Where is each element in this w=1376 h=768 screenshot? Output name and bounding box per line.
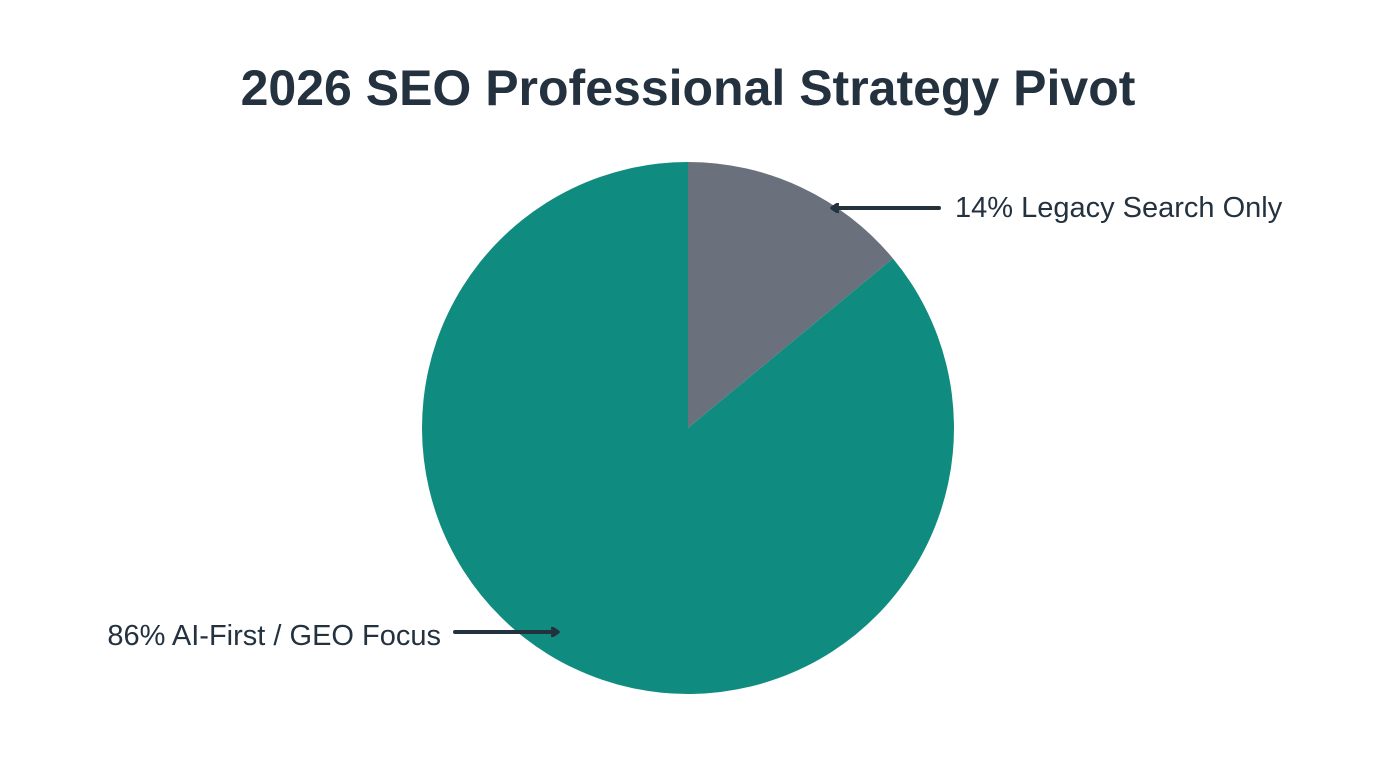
pie-slice-legacy bbox=[688, 162, 893, 428]
pie-slices bbox=[422, 162, 955, 694]
pie-slice-ai-first bbox=[422, 162, 955, 694]
slice-label-ai-first: 86% AI-First / GEO Focus bbox=[107, 620, 441, 652]
annotation-ai-first: 86% AI-First / GEO Focus bbox=[107, 620, 557, 652]
chart-title: 2026 SEO Professional Strategy Pivot bbox=[240, 60, 1136, 116]
slice-label-legacy: 14% Legacy Search Only bbox=[955, 192, 1283, 224]
annotation-legacy: 14% Legacy Search Only bbox=[833, 192, 1283, 224]
